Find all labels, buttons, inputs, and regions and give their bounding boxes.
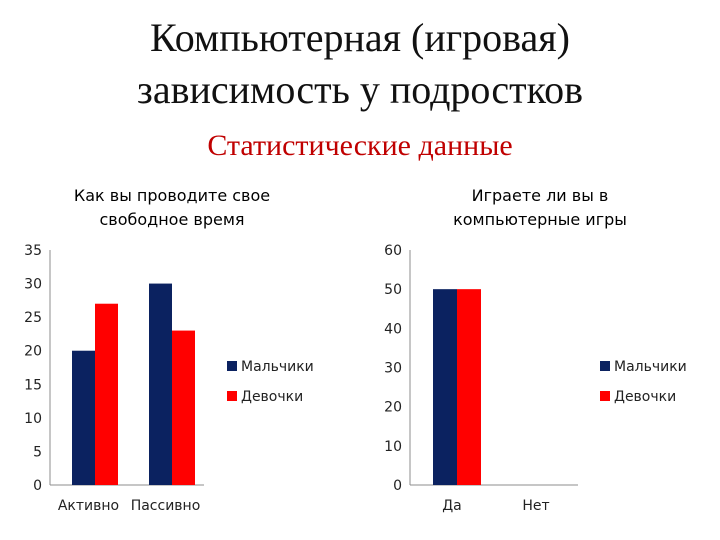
chart1-y-tick-label: 20 [24, 344, 42, 360]
chart1-y-tick-label: 30 [24, 277, 42, 293]
chart2-y-tick-label: 30 [384, 361, 402, 377]
chart2-y-tick-label: 10 [384, 439, 402, 455]
chart1-y-tick-label: 5 [33, 444, 42, 460]
chart1-bar-girls [172, 330, 195, 485]
chart1-x-tick-label: Пассивно [131, 498, 201, 514]
chart2-legend-label: Мальчики [614, 359, 687, 375]
chart1-bar-girls [95, 303, 118, 485]
chart1-x-tick-label: Активно [58, 498, 119, 514]
chart2-legend-swatch [600, 391, 610, 401]
chart1-title-line-2: свободное время [99, 210, 244, 229]
chart1-y-tick-label: 35 [24, 243, 42, 259]
chart2-legend-swatch [600, 361, 610, 371]
chart2-bar-girls [457, 289, 481, 485]
chart2-title-line-1: Играете ли вы в [472, 186, 609, 205]
chart1-y-tick-label: 10 [24, 411, 42, 427]
chart1-legend-swatch [227, 391, 237, 401]
chart2-legend-label: Девочки [614, 389, 676, 405]
chart2-y-tick-label: 20 [384, 400, 402, 416]
chart1-legend-label: Девочки [241, 389, 303, 405]
chart2-y-tick-label: 0 [393, 478, 402, 494]
chart1-y-tick-label: 15 [24, 377, 42, 393]
chart2-bar-boys [433, 289, 457, 485]
chart2-x-tick-label: Нет [522, 498, 549, 514]
slide-title-line-2: зависимость у подростков [137, 67, 583, 112]
chart1-legend-label: Мальчики [241, 359, 314, 375]
chart1-title-line-1: Как вы проводите свое [74, 186, 270, 205]
chart1-bar-boys [149, 283, 172, 485]
chart1-bar-boys [72, 350, 95, 485]
chart1-y-tick-label: 25 [24, 310, 42, 326]
chart2-y-tick-label: 40 [384, 321, 402, 337]
chart1-y-tick-label: 0 [33, 478, 42, 494]
chart2-x-tick-label: Да [442, 498, 462, 514]
chart2-title-line-2: компьютерные игры [453, 210, 627, 229]
slide-title-line-1: Компьютерная (игровая) [150, 15, 570, 60]
chart1-legend-swatch [227, 361, 237, 371]
slide-subtitle: Статистические данные [207, 129, 513, 162]
chart2-y-tick-label: 50 [384, 282, 402, 298]
chart2-y-tick-label: 60 [384, 243, 402, 259]
